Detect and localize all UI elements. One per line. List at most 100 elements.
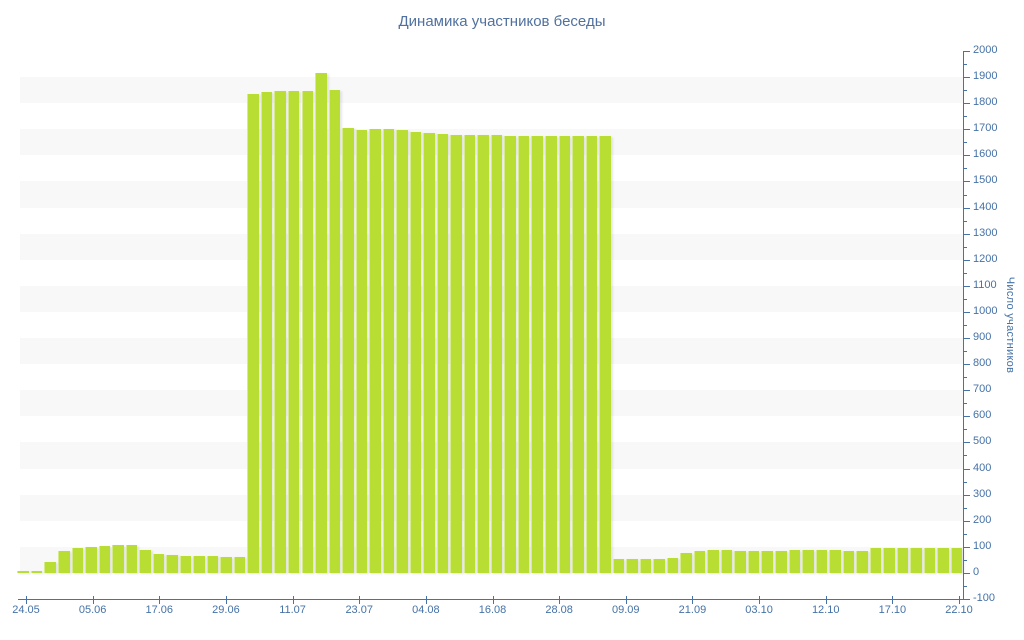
x-tick-label: 23.07 xyxy=(345,604,373,616)
bar[interactable] xyxy=(463,134,476,573)
x-axis-line xyxy=(18,599,964,600)
bar[interactable] xyxy=(220,557,232,573)
bar[interactable] xyxy=(301,90,314,573)
bar[interactable] xyxy=(775,550,787,573)
bar[interactable] xyxy=(558,136,571,573)
bar[interactable] xyxy=(734,550,746,573)
x-tick-label: 16.08 xyxy=(478,604,507,616)
bar[interactable] xyxy=(233,557,246,573)
y-tick-label: 1000 xyxy=(973,304,998,317)
bar[interactable] xyxy=(896,547,909,573)
bar[interactable] xyxy=(545,135,557,573)
y-tick xyxy=(963,572,970,574)
bar[interactable] xyxy=(436,133,449,573)
y-tick-label: 900 xyxy=(973,331,992,344)
bar[interactable] xyxy=(842,550,855,573)
bar[interactable] xyxy=(152,554,165,573)
bar[interactable] xyxy=(287,91,300,573)
bar[interactable] xyxy=(342,127,354,573)
bar[interactable] xyxy=(639,558,652,573)
bar[interactable] xyxy=(355,130,368,573)
bar[interactable] xyxy=(30,570,43,573)
bar[interactable] xyxy=(260,92,273,573)
y-minor-tick xyxy=(963,585,967,587)
bar[interactable] xyxy=(44,562,56,573)
y-minor-tick xyxy=(963,351,967,353)
bar[interactable] xyxy=(693,550,706,573)
bar[interactable] xyxy=(179,556,192,573)
bar[interactable] xyxy=(802,550,814,573)
bar[interactable] xyxy=(450,134,462,573)
plot-area xyxy=(17,51,963,599)
bar[interactable] xyxy=(139,549,151,573)
bar[interactable] xyxy=(585,135,598,573)
y-tick-label: 1200 xyxy=(973,252,998,265)
bar[interactable] xyxy=(666,557,679,573)
bar[interactable] xyxy=(747,550,760,573)
bar[interactable] xyxy=(950,548,963,573)
bar[interactable] xyxy=(112,544,124,573)
bar[interactable] xyxy=(206,556,219,573)
x-tick xyxy=(492,596,494,604)
bar[interactable] xyxy=(71,548,84,573)
y-tick-label: 1600 xyxy=(973,148,998,161)
x-tick xyxy=(225,596,227,604)
y-tick-label: 0 xyxy=(973,565,980,578)
x-tick-label: 04.08 xyxy=(412,604,440,616)
bar[interactable] xyxy=(396,129,408,573)
x-tick-label: 22.10 xyxy=(945,604,973,616)
bar[interactable] xyxy=(98,545,111,573)
y-tick-label: 1500 xyxy=(973,174,998,187)
bar[interactable] xyxy=(937,547,949,573)
bar[interactable] xyxy=(531,135,543,573)
y-minor-tick xyxy=(963,194,967,196)
bar[interactable] xyxy=(923,547,936,573)
bar[interactable] xyxy=(856,550,868,573)
bar[interactable] xyxy=(477,135,489,573)
grid-band xyxy=(20,77,963,104)
y-tick xyxy=(963,51,970,52)
y-minor-tick xyxy=(963,559,967,561)
bar[interactable] xyxy=(869,547,882,573)
bar[interactable] xyxy=(409,132,422,573)
y-tick xyxy=(963,181,970,183)
bar[interactable] xyxy=(707,550,719,573)
bar[interactable] xyxy=(166,554,178,573)
bar[interactable] xyxy=(599,136,611,573)
bar[interactable] xyxy=(57,550,70,573)
bar[interactable] xyxy=(653,558,665,573)
bar[interactable] xyxy=(382,128,395,573)
bar[interactable] xyxy=(788,550,801,573)
y-tick-label: 400 xyxy=(973,461,992,474)
bar[interactable] xyxy=(274,90,286,573)
bar[interactable] xyxy=(423,133,435,573)
bar[interactable] xyxy=(883,547,895,573)
bar[interactable] xyxy=(125,544,138,573)
bar[interactable] xyxy=(247,93,259,573)
bar[interactable] xyxy=(680,552,692,573)
bar[interactable] xyxy=(504,135,516,573)
bar[interactable] xyxy=(85,546,97,573)
bar[interactable] xyxy=(517,135,530,573)
bar[interactable] xyxy=(572,136,584,573)
bar[interactable] xyxy=(369,129,381,573)
y-tick xyxy=(963,233,970,235)
x-tick xyxy=(425,596,427,604)
y-tick-label: -100 xyxy=(973,592,996,604)
bar[interactable] xyxy=(910,547,922,573)
bar[interactable] xyxy=(490,135,503,573)
bar[interactable] xyxy=(612,558,625,573)
y-tick-label: 200 xyxy=(973,513,992,526)
bar[interactable] xyxy=(328,90,341,573)
bar[interactable] xyxy=(193,556,205,573)
bar[interactable] xyxy=(761,550,773,573)
bar[interactable] xyxy=(815,550,828,573)
bar[interactable] xyxy=(829,550,841,573)
x-tick xyxy=(825,596,827,604)
bar[interactable] xyxy=(315,73,327,573)
bar[interactable] xyxy=(720,550,733,573)
y-tick xyxy=(963,364,970,366)
x-tick-label: 17.10 xyxy=(878,604,907,616)
bar[interactable] xyxy=(626,558,638,573)
bar[interactable] xyxy=(17,570,29,573)
